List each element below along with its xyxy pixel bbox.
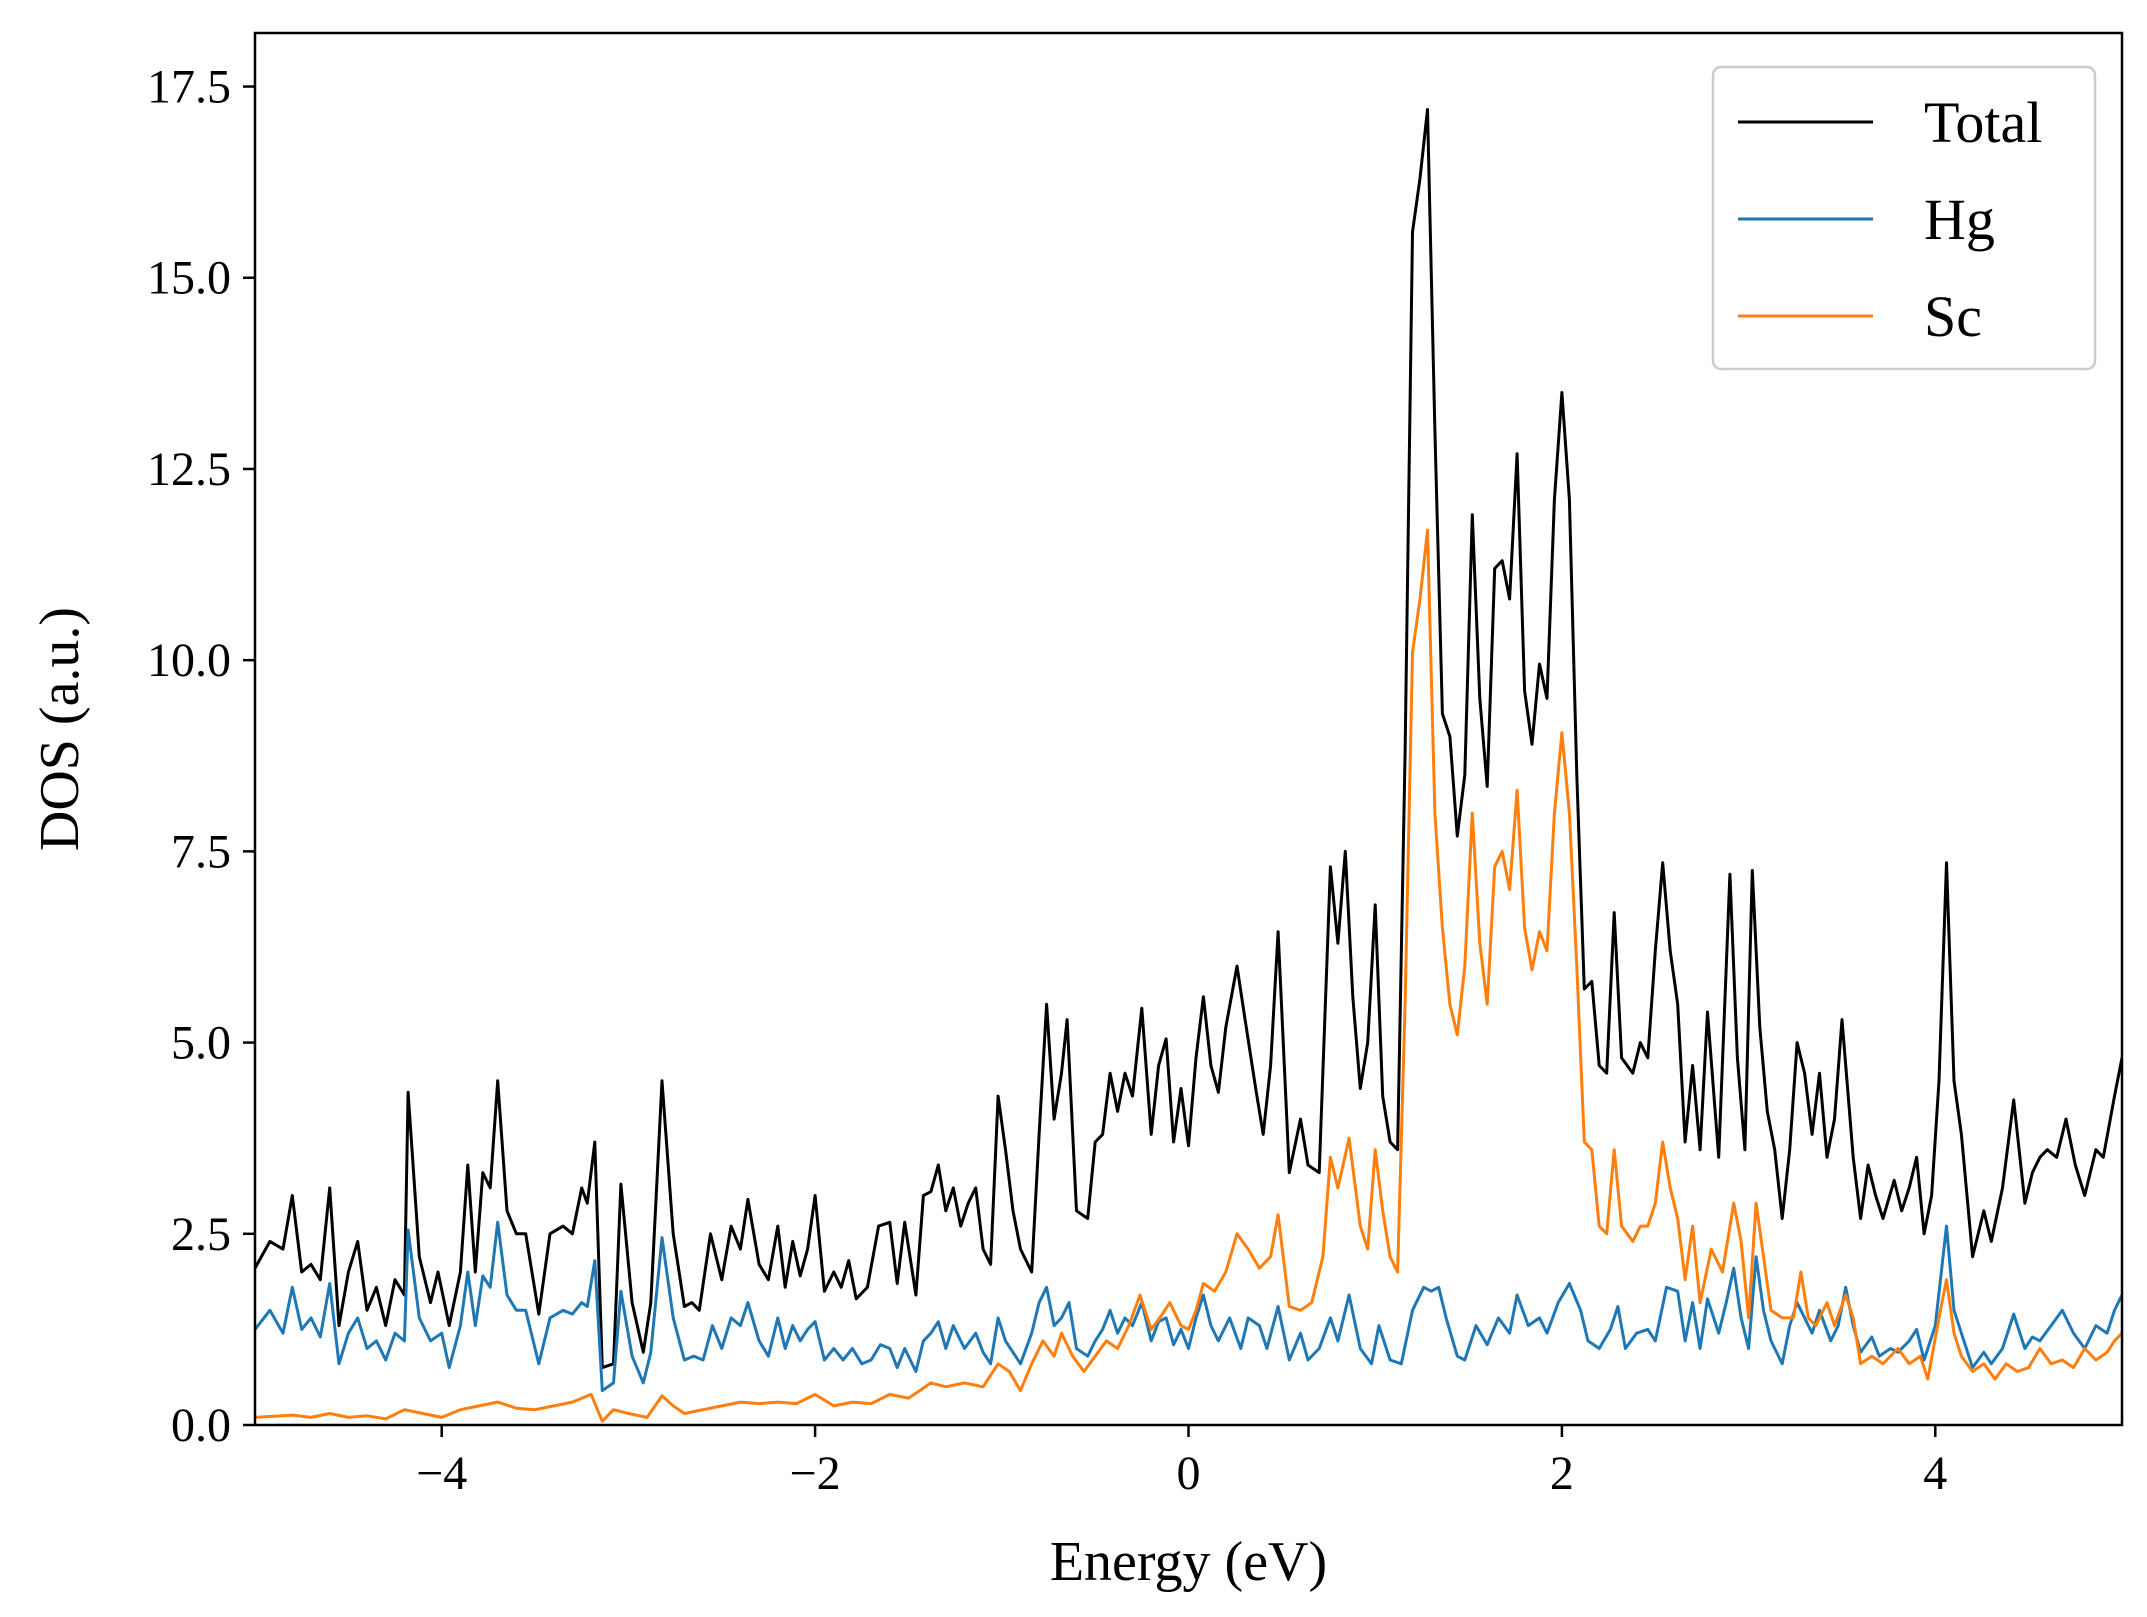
y-axis-label: DOS (a.u.) — [29, 607, 91, 851]
x-tick-label: 4 — [1923, 1447, 1947, 1500]
x-tick-label: −2 — [790, 1447, 841, 1500]
series-line-hg — [255, 1220, 2122, 1393]
series-line-total — [255, 108, 2122, 1370]
series-layer — [255, 108, 2122, 1423]
y-tick-label: 10.0 — [147, 634, 231, 687]
y-tick-label: 17.5 — [147, 61, 231, 114]
y-tick-label: 7.5 — [171, 825, 231, 878]
x-tick-label: 2 — [1550, 1447, 1574, 1500]
x-axis-label: Energy (eV) — [1050, 1531, 1327, 1593]
y-axis: 0.0 2.5 5.0 7.5 10.0 12.5 15.0 17.5 — [147, 61, 255, 1452]
y-tick-label: 0.0 — [171, 1399, 231, 1452]
y-tick-label: 15.0 — [147, 252, 231, 305]
series-line-sc — [255, 528, 2122, 1423]
x-axis: −4 −2 0 2 4 — [416, 1425, 1947, 1500]
legend-label-total: Total — [1924, 90, 2042, 155]
legend-box — [1711, 65, 2097, 371]
legend: Total Hg Sc — [1711, 65, 2097, 371]
legend-label-hg: Hg — [1924, 187, 1995, 252]
y-tick-label: 2.5 — [171, 1208, 231, 1261]
y-tick-label: 12.5 — [147, 443, 231, 496]
y-tick-label: 5.0 — [171, 1017, 231, 1070]
legend-label-sc: Sc — [1924, 284, 1982, 349]
x-tick-label: −4 — [416, 1447, 467, 1500]
x-tick-label: 0 — [1177, 1447, 1201, 1500]
